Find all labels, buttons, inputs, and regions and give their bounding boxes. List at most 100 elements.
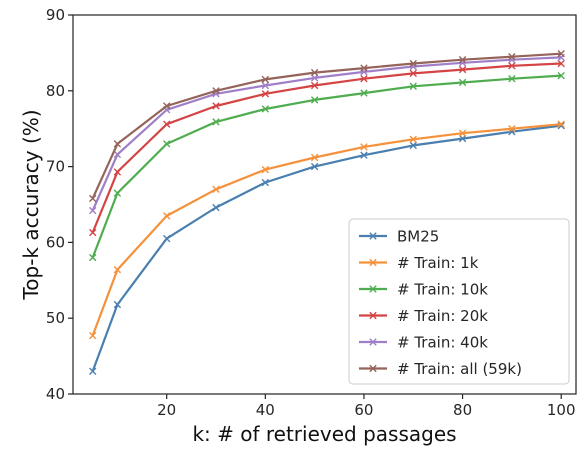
data-point bbox=[310, 153, 319, 162]
data-point bbox=[89, 194, 97, 203]
data-point bbox=[360, 89, 368, 97]
legend-label: BM25 bbox=[397, 228, 439, 246]
data-point bbox=[310, 162, 319, 171]
y-tick-label: 90 bbox=[46, 6, 65, 24]
data-point bbox=[113, 150, 122, 159]
legend-marker bbox=[369, 258, 377, 267]
data-point bbox=[261, 90, 270, 98]
y-tick-label: 60 bbox=[46, 233, 65, 251]
data-point bbox=[310, 68, 319, 77]
data-point bbox=[409, 141, 417, 150]
data-point bbox=[113, 265, 122, 274]
series-train-1k bbox=[89, 120, 565, 340]
data-point bbox=[212, 185, 220, 194]
legend-item: BM25 bbox=[359, 228, 439, 246]
series-train-10k bbox=[89, 71, 565, 262]
data-point bbox=[163, 234, 171, 243]
data-point bbox=[458, 78, 467, 87]
data-point bbox=[557, 71, 565, 80]
data-point bbox=[458, 134, 467, 143]
data-point bbox=[310, 74, 319, 82]
y-tick-label: 80 bbox=[46, 82, 65, 100]
data-point bbox=[89, 206, 97, 215]
data-point bbox=[113, 140, 122, 148]
data-point bbox=[508, 62, 516, 70]
legend-item: # Train: 20k bbox=[359, 307, 488, 325]
data-point bbox=[163, 140, 171, 148]
legend-marker bbox=[369, 311, 377, 320]
data-point bbox=[89, 331, 97, 340]
data-point bbox=[163, 120, 171, 128]
data-point bbox=[89, 367, 97, 375]
data-point bbox=[212, 203, 220, 212]
data-point bbox=[409, 82, 417, 90]
series-train-all-59k bbox=[89, 49, 565, 203]
x-tick-label: 80 bbox=[453, 401, 472, 419]
legend-item: # Train: 1k bbox=[359, 254, 479, 272]
legend-item: # Train: 40k bbox=[359, 334, 488, 352]
legend-item: # Train: all (59k) bbox=[359, 360, 522, 378]
series-train-20k bbox=[89, 59, 565, 237]
legend-marker bbox=[369, 338, 377, 346]
data-point bbox=[508, 52, 516, 61]
data-point bbox=[113, 189, 122, 197]
data-point bbox=[261, 178, 270, 187]
x-tick-label: 100 bbox=[547, 401, 576, 419]
data-point bbox=[557, 49, 565, 58]
legend-marker bbox=[369, 232, 377, 240]
data-point bbox=[310, 81, 319, 90]
data-point bbox=[557, 59, 565, 68]
data-point bbox=[409, 59, 417, 68]
x-axis-label: k: # of retrieved passages bbox=[192, 422, 456, 446]
data-point bbox=[89, 228, 97, 237]
data-point bbox=[360, 64, 368, 72]
data-point bbox=[508, 74, 516, 83]
data-point bbox=[458, 65, 467, 74]
legend-marker bbox=[369, 285, 377, 293]
x-tick-label: 20 bbox=[157, 401, 176, 419]
y-tick-label: 70 bbox=[46, 158, 65, 176]
y-tick-label: 40 bbox=[46, 385, 65, 403]
data-point bbox=[212, 118, 220, 126]
plot-frame bbox=[72, 14, 577, 395]
legend-marker bbox=[369, 364, 377, 373]
data-point bbox=[261, 81, 270, 90]
data-point bbox=[508, 125, 516, 133]
data-point bbox=[458, 56, 467, 64]
legend-item: # Train: 10k bbox=[359, 281, 488, 299]
data-point bbox=[360, 74, 368, 83]
data-point bbox=[409, 135, 417, 144]
data-point bbox=[163, 212, 171, 220]
legend: BM25 # Train: 1k # Train: 10k # Train: 20k #… bbox=[348, 218, 570, 385]
data-point bbox=[557, 120, 565, 128]
legend-label: # Train: 10k bbox=[397, 281, 488, 299]
legend-label: # Train: 1k bbox=[397, 254, 479, 272]
y-tick-label: 50 bbox=[46, 309, 65, 327]
data-point bbox=[163, 102, 171, 110]
data-point bbox=[113, 300, 122, 309]
y-axis-label: Top-k accuracy (%) bbox=[19, 109, 43, 300]
data-point bbox=[261, 75, 270, 84]
axes-layer: 40 50 60 70 80 90 20 40 60 80 100 bbox=[46, 6, 577, 419]
data-point bbox=[261, 165, 270, 174]
x-tick-label: 60 bbox=[354, 401, 373, 419]
data-point bbox=[360, 151, 368, 159]
data-point bbox=[409, 69, 417, 78]
series-train-40k bbox=[89, 53, 565, 215]
data-point bbox=[89, 253, 97, 262]
data-point bbox=[212, 102, 220, 110]
data-point bbox=[212, 87, 220, 95]
legend-label: # Train: all (59k) bbox=[397, 360, 522, 378]
data-point bbox=[261, 105, 270, 113]
legend-label: # Train: 40k bbox=[397, 334, 488, 352]
legend-box bbox=[348, 218, 570, 385]
series-bm25 bbox=[89, 121, 565, 375]
data-point bbox=[458, 129, 467, 137]
series-layer bbox=[89, 49, 565, 375]
data-point bbox=[113, 168, 122, 176]
data-point bbox=[310, 96, 319, 104]
legend-label: # Train: 20k bbox=[397, 307, 488, 325]
data-point bbox=[360, 143, 368, 151]
x-tick-label: 40 bbox=[256, 401, 275, 419]
